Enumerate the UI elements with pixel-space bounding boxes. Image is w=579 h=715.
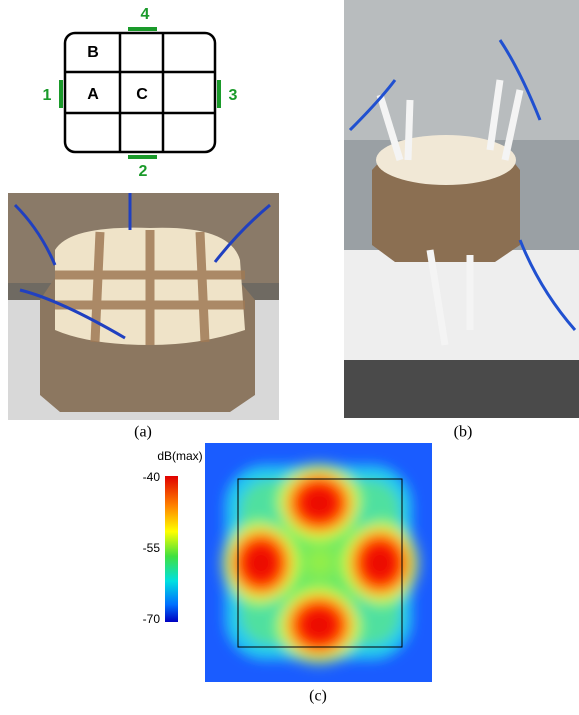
caption: (a): [134, 424, 152, 441]
field-map: [205, 443, 432, 682]
colorbar-tick-label: -40: [143, 470, 161, 484]
caption: (c): [309, 688, 327, 705]
figure: 4 1 3 2 B A C (a) (b) dB(max) -40 -55 -70: [0, 0, 579, 710]
colorbar-tick-label: -70: [143, 612, 161, 626]
photo-a: [8, 193, 279, 420]
port-label: 4: [141, 6, 150, 23]
cell-label: B: [87, 44, 99, 61]
port-label: 2: [139, 163, 148, 180]
photo-b: [344, 0, 579, 418]
cell-label: C: [136, 86, 148, 103]
cell-label: A: [87, 86, 99, 103]
caption: (b): [454, 424, 473, 441]
port-label: 1: [43, 87, 52, 104]
colorbar-tick-label: -55: [143, 541, 161, 555]
colorbar: [165, 476, 178, 622]
port-label: 3: [229, 87, 238, 104]
colorbar-label: dB(max): [157, 449, 202, 463]
